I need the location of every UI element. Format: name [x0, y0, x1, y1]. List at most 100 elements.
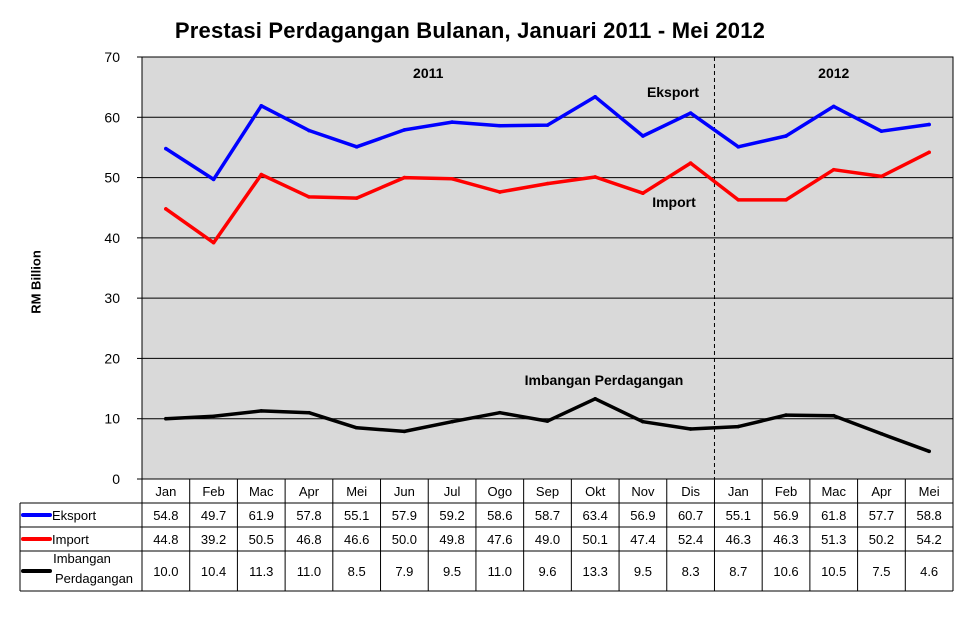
data-point	[402, 175, 407, 180]
data-label: 11.0	[297, 564, 321, 579]
data-label: 50.0	[392, 532, 417, 547]
y-tick-label: 30	[104, 290, 120, 306]
data-label: 10.4	[201, 564, 226, 579]
data-label: 50.1	[583, 532, 608, 547]
data-point	[211, 177, 216, 182]
annotation-eksport: Eksport	[647, 84, 699, 100]
data-point	[497, 123, 502, 128]
x-tick-label: Nov	[631, 484, 655, 499]
data-point	[450, 419, 454, 424]
y-tick-label: 50	[104, 170, 120, 186]
data-point	[164, 207, 168, 211]
y-tick-label: 20	[104, 350, 120, 366]
data-point	[879, 431, 884, 436]
data-point	[354, 425, 359, 430]
data-label: 7.5	[872, 564, 890, 579]
data-label: 49.8	[439, 532, 464, 547]
data-point	[641, 191, 645, 196]
data-point	[688, 161, 693, 165]
data-point	[450, 176, 454, 181]
data-label: 57.7	[869, 508, 894, 523]
data-label: 8.5	[348, 564, 366, 579]
data-point	[307, 128, 311, 133]
data-point	[354, 145, 359, 149]
year-label-2012: 2012	[818, 65, 849, 81]
data-label: 58.6	[487, 508, 512, 523]
x-tick-label: Feb	[775, 484, 797, 499]
x-tick-label: Feb	[202, 484, 224, 499]
data-label: 61.9	[249, 508, 274, 523]
data-point	[688, 111, 693, 115]
data-label: 50.2	[869, 532, 894, 547]
year-label-2011: 2011	[413, 65, 444, 81]
data-label: 54.8	[153, 508, 178, 523]
data-label: 4.6	[920, 564, 938, 579]
data-point	[354, 196, 359, 200]
data-label: 51.3	[821, 532, 846, 547]
data-point	[164, 146, 168, 151]
legend-label: Imbangan	[53, 551, 111, 566]
data-point	[259, 104, 264, 108]
data-point	[879, 174, 884, 179]
data-label: 58.8	[916, 508, 941, 523]
data-point	[927, 150, 931, 155]
data-point	[497, 190, 502, 194]
data-point	[641, 419, 645, 424]
data-point	[545, 419, 550, 423]
data-point	[164, 416, 168, 421]
x-tick-label: Jul	[444, 484, 461, 499]
data-point	[784, 134, 788, 138]
data-point	[545, 181, 550, 186]
data-point	[736, 145, 741, 149]
legend-label: Perdagangan	[55, 571, 133, 586]
data-label: 56.9	[630, 508, 655, 523]
data-point	[927, 122, 931, 127]
data-label: 56.9	[773, 508, 798, 523]
data-label: 47.6	[487, 532, 512, 547]
x-tick-label: Mac	[821, 484, 846, 499]
plot-area	[141, 56, 954, 480]
data-point	[879, 129, 884, 133]
x-tick-label: Mac	[249, 484, 274, 499]
data-point	[402, 429, 407, 434]
x-tick-label: Okt	[585, 484, 606, 499]
data-label: 39.2	[201, 532, 226, 547]
data-point	[211, 414, 216, 419]
data-label: 55.1	[726, 508, 751, 523]
data-point	[593, 94, 598, 99]
data-label: 7.9	[395, 564, 413, 579]
x-tick-label: Apr	[299, 484, 320, 499]
data-label: 46.3	[726, 532, 751, 547]
annotation-imbangan: Imbangan Perdagangan	[525, 372, 684, 388]
data-point	[593, 397, 598, 401]
y-tick-label: 10	[104, 411, 120, 427]
data-label: 46.3	[773, 532, 798, 547]
data-point	[688, 427, 693, 431]
x-tick-label: Jan	[728, 484, 749, 499]
data-point	[831, 413, 836, 418]
data-label: 9.6	[538, 564, 556, 579]
data-label: 8.3	[682, 564, 700, 579]
data-label: 50.5	[249, 532, 274, 547]
data-point	[259, 409, 264, 413]
data-label: 57.8	[296, 508, 321, 523]
x-tick-label: Jun	[394, 484, 415, 499]
data-point	[927, 449, 931, 454]
data-point	[641, 134, 645, 138]
x-tick-label: Mei	[346, 484, 367, 499]
data-point	[450, 120, 454, 124]
data-point	[784, 413, 788, 417]
data-point	[545, 123, 550, 127]
x-tick-label: Mei	[919, 484, 940, 499]
data-label: 58.7	[535, 508, 560, 523]
data-point	[831, 167, 836, 172]
data-point	[307, 195, 311, 199]
data-label: 57.9	[392, 508, 417, 523]
x-tick-label: Jan	[155, 484, 176, 499]
data-label: 11.3	[249, 564, 273, 579]
data-point	[736, 198, 741, 202]
y-tick-label: 60	[104, 109, 120, 125]
data-point	[736, 424, 741, 429]
legend-label: Import	[52, 532, 89, 547]
data-label: 10.0	[153, 564, 178, 579]
